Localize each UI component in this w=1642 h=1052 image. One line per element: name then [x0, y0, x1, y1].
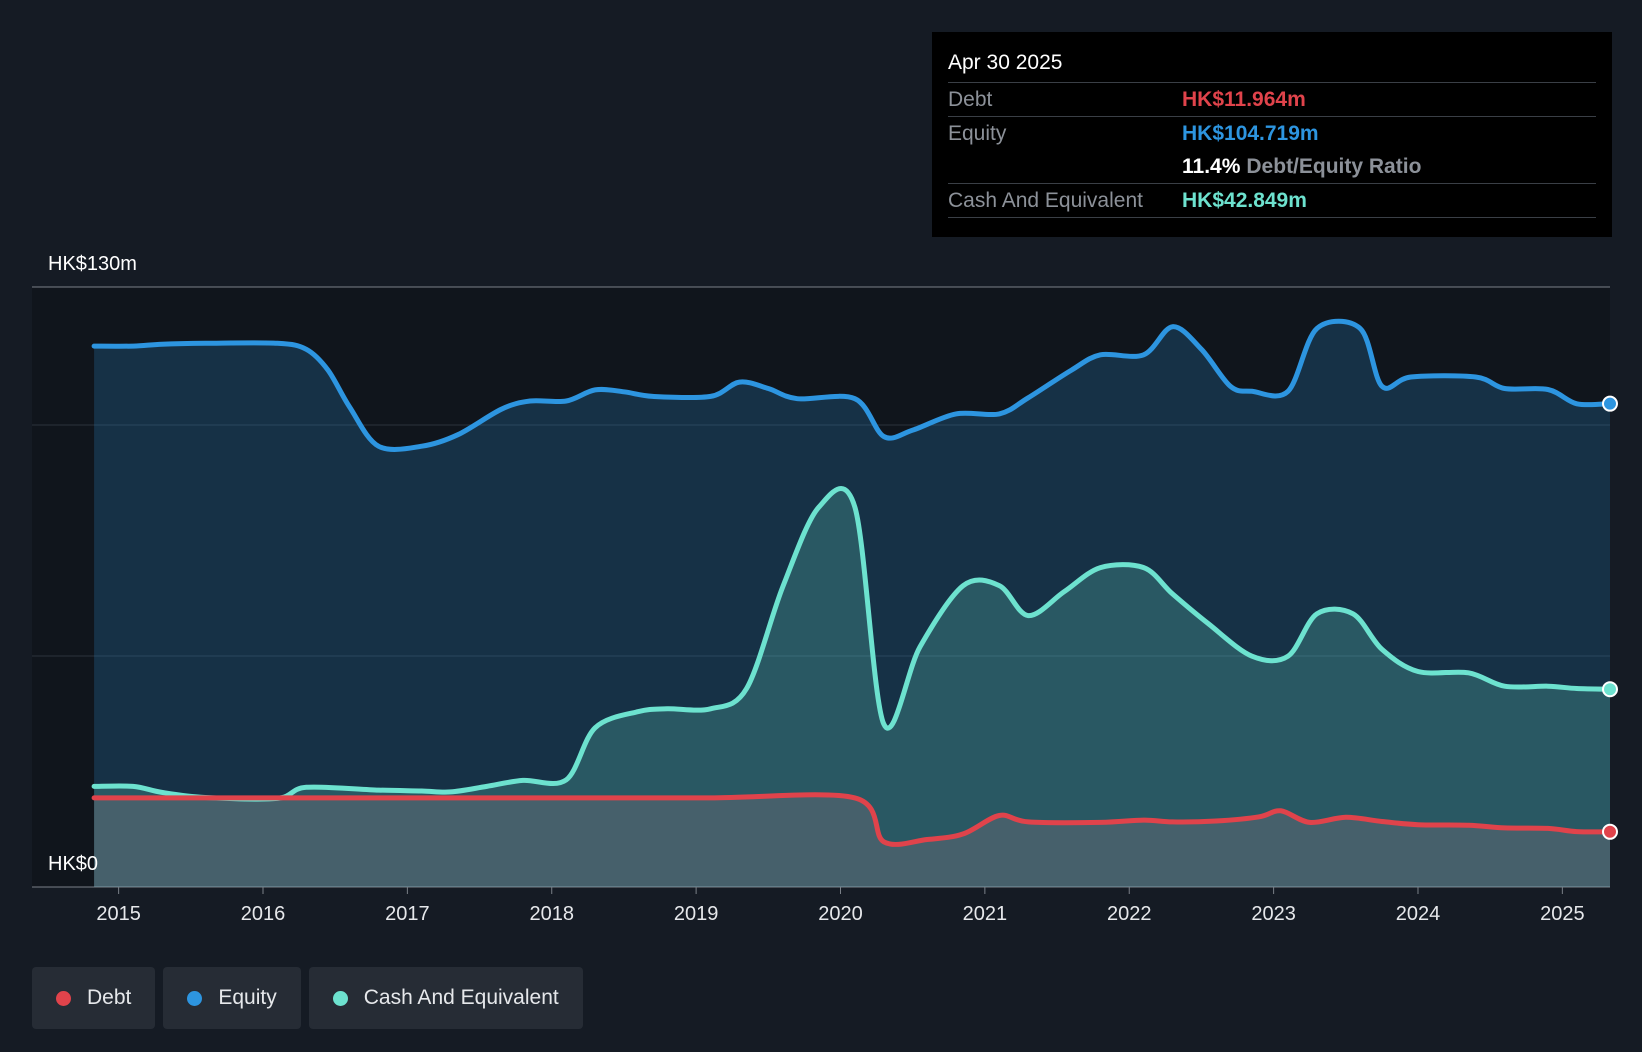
x-tick-label: 2017 [385, 903, 430, 925]
tooltip-value-equity: HK$104.719m [1182, 121, 1319, 145]
y-axis-bottom-label: HK$0 [48, 853, 98, 875]
tooltip-label: Equity [948, 121, 1007, 145]
legend-label: Debt [87, 986, 132, 1009]
tooltip-date: Apr 30 2025 [948, 51, 1063, 74]
x-tick-label: 2020 [818, 903, 863, 925]
legend-item-debt[interactable]: Debt [32, 967, 156, 1029]
tooltip-panel: Apr 30 2025 Debt HK$11.964m Equity HK$10… [932, 32, 1612, 237]
legend-label: Equity [218, 986, 277, 1009]
tooltip-ratio-value: 11.4% [1182, 154, 1241, 178]
tooltip-row-equity: Equity HK$104.719m [948, 116, 1596, 150]
debt-area [94, 794, 1611, 887]
x-tick-label: 2015 [96, 903, 141, 925]
x-tick-label: 2025 [1540, 903, 1585, 925]
cash-and-equivalent-line [91, 486, 1613, 802]
tooltip-row-ratio: 11.4% Debt/Equity Ratio [948, 150, 1596, 183]
x-tick-label: 2021 [963, 903, 1008, 925]
debt-endpoint[interactable] [1602, 823, 1618, 840]
tooltip-row-cash: Cash And Equivalent HK$42.849m [948, 183, 1596, 218]
tooltip-row-debt: Debt HK$11.964m [948, 82, 1596, 116]
equity-area [94, 321, 1611, 887]
tooltip-value-debt: HK$11.964m [1182, 87, 1306, 111]
cash-and-equivalent-area [94, 488, 1611, 887]
debt-line [91, 792, 1613, 847]
legend-dot-equity-icon [187, 990, 203, 1006]
tooltip-ratio-label: Debt/Equity Ratio [1246, 154, 1422, 178]
legend-item-equity[interactable]: Equity [163, 967, 301, 1029]
x-tick-label: 2023 [1251, 903, 1296, 925]
equity-line [91, 318, 1613, 452]
legend-label: Cash And Equivalent [363, 986, 559, 1009]
tooltip-value-cash: HK$42.849m [1182, 188, 1307, 212]
plot-background [32, 287, 1610, 887]
x-tick-label: 2019 [674, 903, 719, 925]
x-tick-label: 2016 [241, 903, 286, 925]
x-tick-label: 2022 [1107, 903, 1152, 925]
x-tick-label: 2024 [1396, 903, 1441, 925]
legend-dot-debt-icon [56, 990, 71, 1006]
tooltip-label: Cash And Equivalent [948, 188, 1143, 212]
chart-legend: Debt Equity Cash And Equivalent [32, 967, 591, 1029]
x-tick-label: 2018 [529, 903, 574, 925]
tooltip-label: Debt [948, 87, 993, 111]
legend-item-cash[interactable]: Cash And Equivalent [308, 967, 583, 1029]
legend-dot-cash-icon [332, 990, 348, 1006]
equity-endpoint[interactable] [1602, 395, 1618, 412]
cash-and-equivalent-endpoint[interactable] [1602, 681, 1618, 698]
y-axis-top-label: HK$130m [48, 253, 137, 275]
